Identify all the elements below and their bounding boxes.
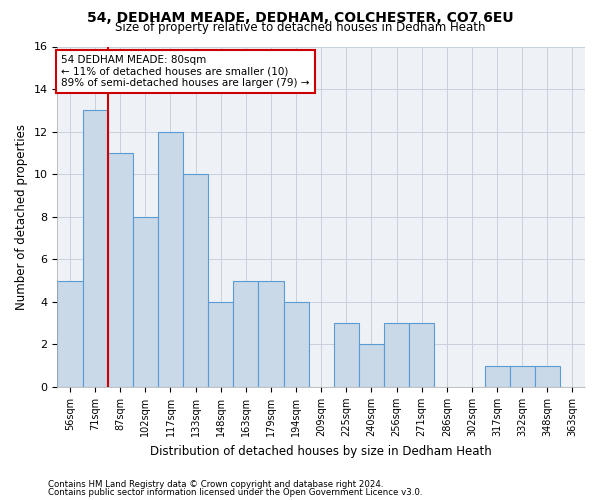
Bar	[58, 280, 83, 387]
Bar	[384, 323, 409, 387]
Bar	[133, 216, 158, 387]
Text: Contains HM Land Registry data © Crown copyright and database right 2024.: Contains HM Land Registry data © Crown c…	[48, 480, 383, 489]
Bar	[485, 366, 509, 387]
Text: 54 DEDHAM MEADE: 80sqm
← 11% of detached houses are smaller (10)
89% of semi-det: 54 DEDHAM MEADE: 80sqm ← 11% of detached…	[61, 55, 310, 88]
Bar	[183, 174, 208, 387]
Text: Size of property relative to detached houses in Dedham Heath: Size of property relative to detached ho…	[115, 22, 485, 35]
Bar	[83, 110, 107, 387]
Bar	[359, 344, 384, 387]
Bar	[259, 280, 284, 387]
Text: 54, DEDHAM MEADE, DEDHAM, COLCHESTER, CO7 6EU: 54, DEDHAM MEADE, DEDHAM, COLCHESTER, CO…	[86, 11, 514, 25]
Bar	[409, 323, 434, 387]
Bar	[535, 366, 560, 387]
Bar	[158, 132, 183, 387]
Bar	[334, 323, 359, 387]
Bar	[284, 302, 308, 387]
Y-axis label: Number of detached properties: Number of detached properties	[15, 124, 28, 310]
Bar	[107, 153, 133, 387]
Text: Contains public sector information licensed under the Open Government Licence v3: Contains public sector information licen…	[48, 488, 422, 497]
Bar	[233, 280, 259, 387]
Bar	[509, 366, 535, 387]
X-axis label: Distribution of detached houses by size in Dedham Heath: Distribution of detached houses by size …	[151, 444, 492, 458]
Bar	[208, 302, 233, 387]
